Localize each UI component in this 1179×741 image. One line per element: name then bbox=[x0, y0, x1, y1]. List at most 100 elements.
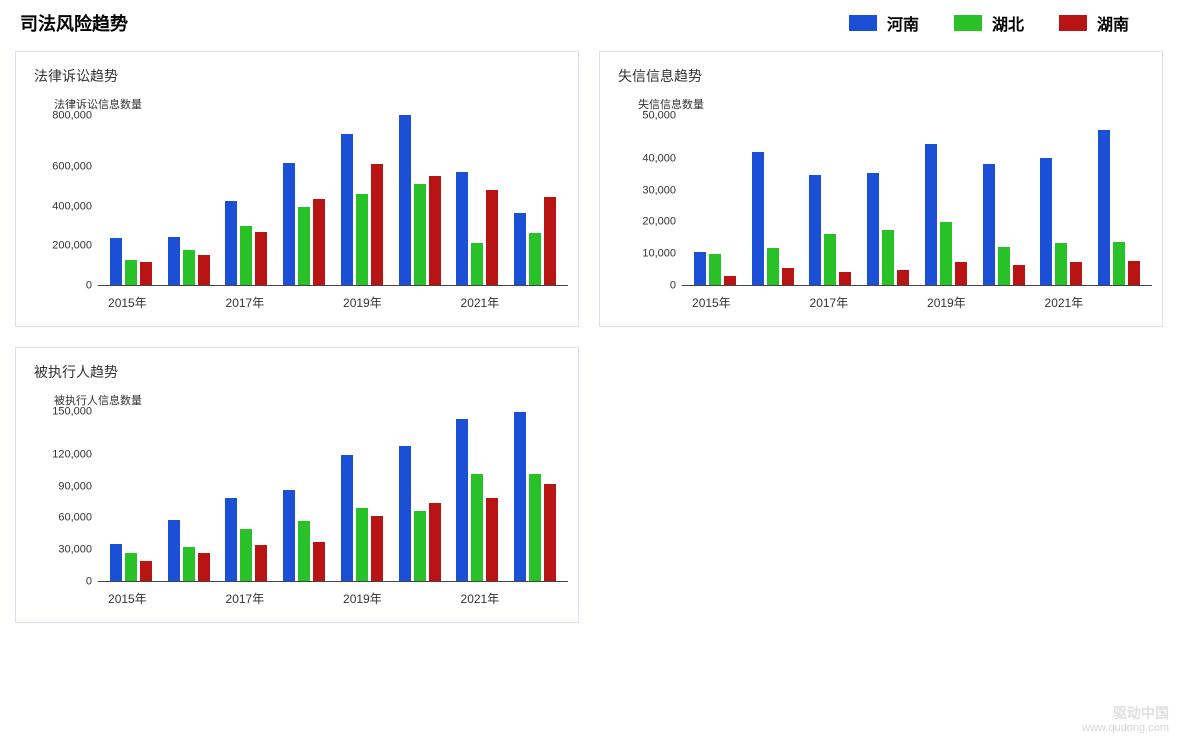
bar[interactable] bbox=[940, 222, 952, 285]
bar[interactable] bbox=[110, 544, 122, 581]
bar[interactable] bbox=[955, 262, 967, 285]
bar[interactable] bbox=[313, 199, 325, 285]
bar[interactable] bbox=[429, 503, 441, 581]
bar[interactable] bbox=[125, 260, 137, 286]
bar[interactable] bbox=[1113, 242, 1125, 285]
legend-swatch bbox=[1059, 15, 1087, 31]
bar[interactable] bbox=[456, 419, 468, 581]
bar[interactable] bbox=[255, 545, 267, 581]
bar-group bbox=[168, 237, 210, 285]
bar-group bbox=[225, 201, 267, 285]
bar[interactable] bbox=[198, 553, 210, 581]
bar[interactable] bbox=[183, 547, 195, 581]
bar[interactable] bbox=[429, 176, 441, 285]
bar[interactable] bbox=[839, 272, 851, 285]
bar[interactable] bbox=[298, 207, 310, 285]
bar[interactable] bbox=[529, 233, 541, 285]
bar[interactable] bbox=[724, 276, 736, 285]
bar[interactable] bbox=[1128, 261, 1140, 285]
bar[interactable] bbox=[752, 152, 764, 285]
panel-title: 失信信息趋势 bbox=[600, 52, 1162, 96]
bar[interactable] bbox=[225, 498, 237, 581]
bar[interactable] bbox=[694, 252, 706, 285]
bar[interactable] bbox=[313, 542, 325, 581]
bar[interactable] bbox=[514, 213, 526, 285]
bar-group bbox=[809, 175, 851, 286]
bar[interactable] bbox=[998, 247, 1010, 285]
bar[interactable] bbox=[414, 511, 426, 581]
bar[interactable] bbox=[867, 173, 879, 285]
legend: 河南 湖北 湖南 bbox=[849, 11, 1159, 35]
bar[interactable] bbox=[1098, 130, 1110, 285]
bar[interactable] bbox=[486, 190, 498, 285]
bar[interactable] bbox=[399, 115, 411, 285]
bar[interactable] bbox=[471, 474, 483, 581]
bar[interactable] bbox=[356, 194, 368, 285]
bar[interactable] bbox=[240, 529, 252, 581]
panel-dishonest: 失信信息趋势失信信息数量50,00040,00030,00020,00010,0… bbox=[599, 51, 1163, 327]
bar-group bbox=[399, 446, 441, 581]
bar[interactable] bbox=[709, 254, 721, 285]
bar-group bbox=[225, 498, 267, 581]
bar-group bbox=[456, 172, 498, 285]
bar[interactable] bbox=[486, 498, 498, 581]
bar[interactable] bbox=[1040, 158, 1052, 286]
y-axis-title: 被执行人信息数量 bbox=[26, 392, 568, 408]
y-axis: 800,000600,000400,000200,0000 bbox=[26, 116, 98, 286]
bar[interactable] bbox=[371, 164, 383, 285]
x-tick-label: 2021年 bbox=[1045, 294, 1084, 311]
bar[interactable] bbox=[240, 226, 252, 286]
bar[interactable] bbox=[341, 134, 353, 285]
y-tick-label: 30,000 bbox=[642, 185, 676, 196]
bar[interactable] bbox=[168, 237, 180, 285]
bar[interactable] bbox=[371, 516, 383, 581]
bar[interactable] bbox=[140, 262, 152, 285]
bar[interactable] bbox=[456, 172, 468, 285]
bar[interactable] bbox=[544, 197, 556, 285]
bar[interactable] bbox=[882, 230, 894, 285]
bar[interactable] bbox=[529, 474, 541, 581]
legend-label: 湖北 bbox=[992, 11, 1024, 35]
bar[interactable] bbox=[983, 164, 995, 285]
bar[interactable] bbox=[897, 270, 909, 285]
bar-group bbox=[168, 520, 210, 581]
bar[interactable] bbox=[1070, 262, 1082, 285]
bar[interactable] bbox=[298, 521, 310, 581]
bar[interactable] bbox=[399, 446, 411, 581]
bar-group bbox=[399, 115, 441, 285]
bar[interactable] bbox=[225, 201, 237, 285]
bar-group bbox=[341, 134, 383, 285]
y-axis-title: 失信信息数量 bbox=[610, 96, 1152, 112]
bar[interactable] bbox=[809, 175, 821, 286]
bar[interactable] bbox=[140, 561, 152, 581]
bar[interactable] bbox=[125, 553, 137, 581]
bar-group bbox=[694, 252, 736, 285]
bar[interactable] bbox=[514, 412, 526, 581]
bar[interactable] bbox=[255, 232, 267, 285]
bar[interactable] bbox=[767, 248, 779, 285]
bar[interactable] bbox=[782, 268, 794, 285]
x-tick-label: 2015年 bbox=[108, 294, 147, 311]
bar[interactable] bbox=[168, 520, 180, 581]
bar[interactable] bbox=[925, 144, 937, 285]
bar[interactable] bbox=[471, 243, 483, 286]
bar[interactable] bbox=[824, 234, 836, 285]
y-tick-label: 60,000 bbox=[58, 513, 92, 524]
bar[interactable] bbox=[183, 250, 195, 285]
bar[interactable] bbox=[1013, 265, 1025, 285]
legend-item[interactable]: 湖北 bbox=[954, 11, 1024, 35]
legend-item[interactable]: 湖南 bbox=[1059, 11, 1129, 35]
y-tick-label: 200,000 bbox=[52, 241, 92, 252]
bar[interactable] bbox=[356, 508, 368, 581]
bar[interactable] bbox=[198, 255, 210, 285]
x-tick-label: 2015年 bbox=[692, 294, 731, 311]
bar[interactable] bbox=[110, 238, 122, 285]
bar[interactable] bbox=[1055, 243, 1067, 285]
x-tick-label: 2021年 bbox=[461, 590, 500, 607]
bar[interactable] bbox=[283, 163, 295, 285]
bar[interactable] bbox=[283, 490, 295, 581]
bar[interactable] bbox=[414, 184, 426, 285]
legend-item[interactable]: 河南 bbox=[849, 11, 919, 35]
bar[interactable] bbox=[544, 484, 556, 581]
bar[interactable] bbox=[341, 455, 353, 581]
